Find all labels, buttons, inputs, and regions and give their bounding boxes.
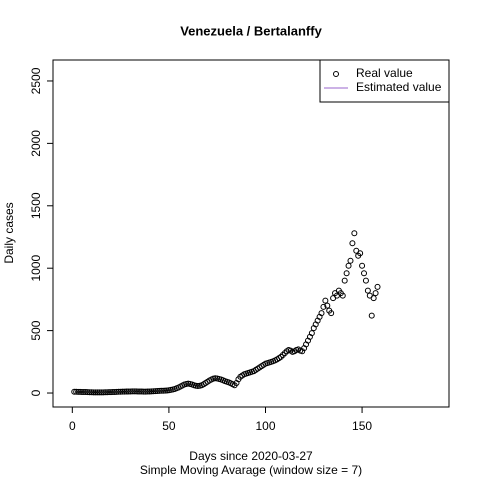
point bbox=[71, 388, 78, 395]
point bbox=[368, 312, 375, 319]
chart-title: Venezuela / Bertalanffy bbox=[180, 23, 322, 38]
point bbox=[308, 330, 315, 337]
point bbox=[77, 388, 84, 395]
point bbox=[343, 270, 350, 277]
point bbox=[351, 230, 358, 237]
legend-box bbox=[319, 59, 450, 103]
point bbox=[115, 388, 122, 395]
point bbox=[113, 388, 120, 395]
legend-label: Estimated value bbox=[356, 80, 442, 94]
y-tick-label: 2500 bbox=[29, 67, 43, 94]
point bbox=[102, 389, 109, 396]
point bbox=[372, 290, 379, 297]
plot-box bbox=[52, 59, 450, 408]
y-tick-label: 2000 bbox=[29, 130, 43, 157]
y-axis-label: Daily cases bbox=[2, 202, 16, 263]
point bbox=[318, 310, 325, 317]
y-tick-label: 500 bbox=[29, 320, 43, 340]
point bbox=[78, 389, 85, 396]
point bbox=[90, 389, 97, 396]
y-tick-label: 1000 bbox=[29, 255, 43, 282]
legend-label: Real value bbox=[356, 66, 413, 80]
point bbox=[136, 388, 143, 395]
point bbox=[104, 389, 111, 396]
point bbox=[140, 388, 147, 395]
point bbox=[281, 350, 288, 357]
x-tick-label: 100 bbox=[255, 419, 275, 433]
point bbox=[322, 297, 329, 304]
point bbox=[82, 389, 89, 396]
point bbox=[359, 262, 366, 269]
point bbox=[100, 389, 107, 396]
point bbox=[154, 388, 161, 395]
point bbox=[374, 283, 381, 290]
point bbox=[324, 302, 331, 309]
x-tick-label: 0 bbox=[69, 419, 76, 433]
y-tick-label: 1500 bbox=[29, 192, 43, 219]
point bbox=[121, 388, 128, 395]
point bbox=[138, 388, 145, 395]
point bbox=[339, 292, 346, 299]
point bbox=[111, 389, 118, 396]
point bbox=[142, 388, 149, 395]
point bbox=[357, 250, 364, 257]
point bbox=[88, 389, 95, 396]
point bbox=[127, 388, 134, 395]
point bbox=[117, 388, 124, 395]
point bbox=[341, 277, 348, 284]
x-tick-label: 150 bbox=[352, 419, 372, 433]
point bbox=[80, 389, 87, 396]
point bbox=[152, 388, 159, 395]
point bbox=[84, 389, 91, 396]
point bbox=[370, 295, 377, 302]
point bbox=[299, 348, 306, 355]
point bbox=[73, 388, 80, 395]
point bbox=[131, 388, 138, 395]
y-tick-label: 0 bbox=[29, 389, 43, 396]
point bbox=[119, 388, 126, 395]
point bbox=[162, 387, 169, 394]
point bbox=[320, 303, 327, 310]
point bbox=[144, 388, 151, 395]
point bbox=[75, 388, 82, 395]
point bbox=[347, 257, 354, 264]
legend-symbol bbox=[333, 71, 339, 77]
point bbox=[133, 388, 140, 395]
point bbox=[156, 387, 163, 394]
point bbox=[148, 388, 155, 395]
point bbox=[277, 353, 284, 360]
point bbox=[361, 270, 368, 277]
point bbox=[345, 262, 352, 269]
point bbox=[107, 389, 114, 396]
point bbox=[123, 388, 130, 395]
point bbox=[92, 389, 99, 396]
subtitle: Simple Moving Avarage (window size = 7) bbox=[140, 463, 362, 477]
point bbox=[96, 389, 103, 396]
point bbox=[86, 389, 93, 396]
point bbox=[150, 388, 157, 395]
point bbox=[125, 388, 132, 395]
point bbox=[279, 351, 286, 358]
point bbox=[106, 389, 113, 396]
point bbox=[134, 388, 141, 395]
x-axis-label: Days since 2020-03-27 bbox=[189, 449, 313, 463]
point bbox=[349, 240, 356, 247]
point bbox=[328, 310, 335, 317]
point bbox=[158, 387, 165, 394]
point bbox=[362, 277, 369, 284]
point bbox=[98, 389, 105, 396]
point bbox=[160, 387, 167, 394]
point bbox=[364, 287, 371, 294]
point bbox=[146, 388, 153, 395]
point bbox=[109, 389, 116, 396]
x-tick-label: 50 bbox=[162, 419, 176, 433]
point bbox=[129, 388, 136, 395]
point bbox=[94, 389, 101, 396]
